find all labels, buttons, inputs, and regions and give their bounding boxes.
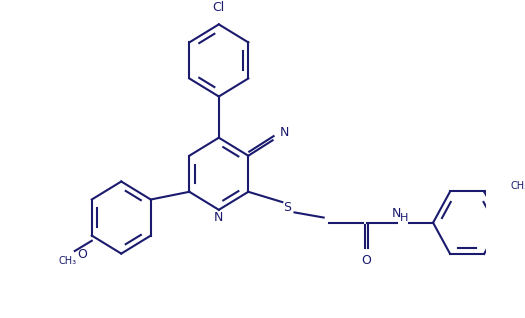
Text: S: S bbox=[283, 201, 291, 214]
Text: O: O bbox=[362, 254, 371, 266]
Text: N: N bbox=[280, 126, 289, 139]
Text: N: N bbox=[392, 207, 402, 220]
Text: O: O bbox=[77, 248, 87, 261]
Text: N: N bbox=[214, 211, 224, 224]
Text: CH₃: CH₃ bbox=[511, 181, 525, 191]
Text: CH₃: CH₃ bbox=[58, 256, 77, 266]
Text: H: H bbox=[400, 213, 408, 223]
Text: Cl: Cl bbox=[213, 1, 225, 14]
